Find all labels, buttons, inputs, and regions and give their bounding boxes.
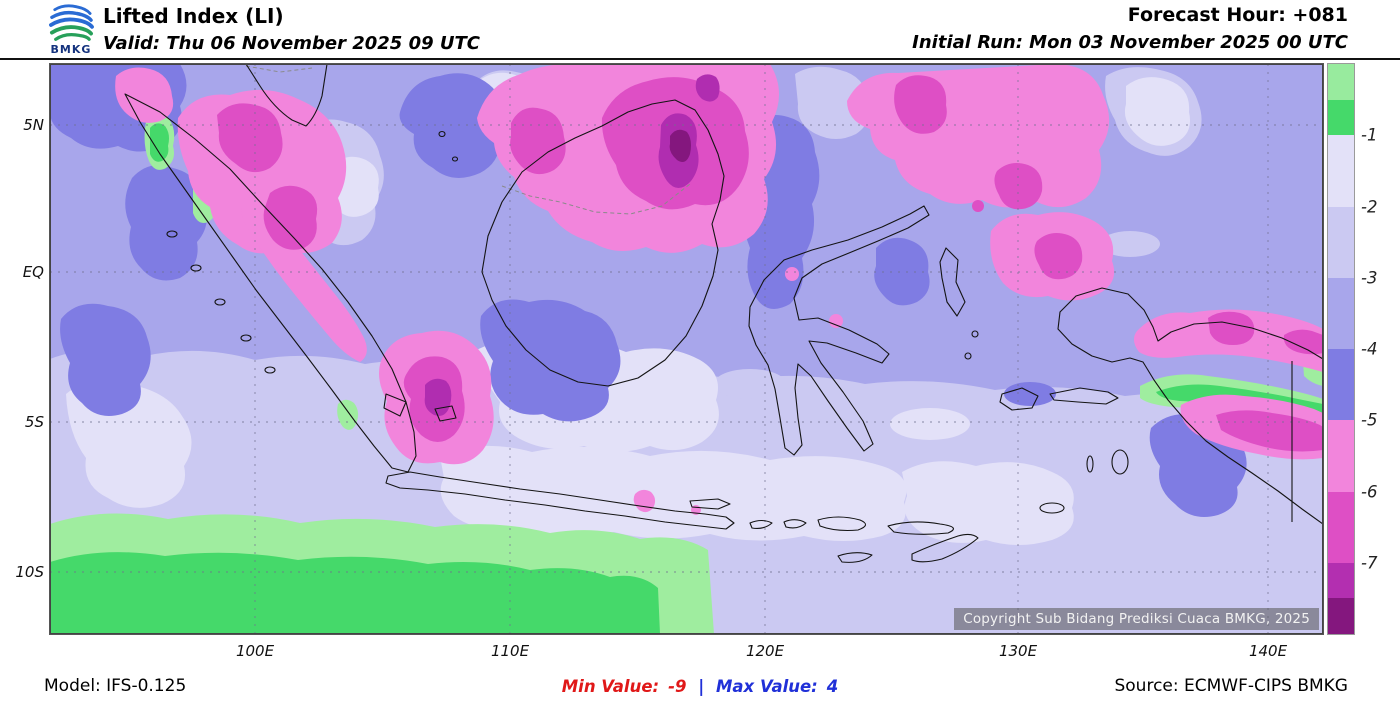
bmkg-logo-icon (49, 4, 94, 41)
li-contour-map (50, 64, 1323, 634)
page-title: Lifted Index (LI) (103, 4, 284, 28)
min-value: Min Value: -9 (562, 677, 692, 696)
map-plot: Copyright Sub Bidang Prediksi Cuaca BMKG… (49, 63, 1324, 635)
bmkg-logo: BMKG (42, 3, 100, 56)
header-left: Lifted Index (LI) Valid: Thu 06 November… (103, 4, 481, 55)
colorbar-segment (1328, 562, 1354, 599)
li-band-deep-purple (669, 129, 691, 162)
minmax-separator: | (698, 677, 705, 696)
colorbar-segment (1328, 491, 1354, 563)
lon-tick-140e: 140E (1248, 642, 1288, 660)
min-value-number: -9 (668, 677, 687, 696)
max-value-label: Max Value: (716, 677, 818, 696)
map-frame (50, 64, 1323, 634)
copyright-overlay: Copyright Sub Bidang Prediksi Cuaca BMKG… (954, 608, 1319, 630)
header-divider (0, 58, 1400, 60)
valid-time: Valid: Thu 06 November 2025 09 UTC (103, 33, 481, 54)
forecast-hour: Forecast Hour: +081 (1127, 4, 1348, 26)
country-borders (245, 65, 691, 215)
colorbar-segment (1328, 349, 1354, 421)
lon-tick-100e: 100E (235, 642, 275, 660)
colorbar-tick-label: -1 (1361, 125, 1378, 145)
colorbar-segments (1327, 63, 1355, 635)
lon-tick-130e: 130E (998, 642, 1038, 660)
colorbar-tick-label: -4 (1361, 339, 1378, 359)
lat-tick-5n: 5N (23, 116, 44, 134)
lat-tick-5s: 5S (24, 413, 44, 431)
colorbar-segment (1328, 206, 1354, 278)
colorbar-tick-label: -5 (1361, 410, 1378, 430)
colorbar-segment (1328, 277, 1354, 349)
lat-tick-eq: EQ (22, 263, 44, 281)
colorbar-segment (1328, 135, 1354, 207)
header-right: Forecast Hour: +081 Initial Run: Mon 03 … (912, 4, 1348, 53)
colorbar-tick-label: -7 (1361, 553, 1378, 573)
model-label: Model: IFS-0.125 (44, 676, 187, 696)
max-value: Max Value: 4 (716, 677, 838, 696)
source-label: Source: ECMWF-CIPS BMKG (1114, 676, 1348, 696)
max-value-number: 4 (826, 677, 839, 696)
lon-tick-110e: 110E (490, 642, 530, 660)
coastlines (124, 64, 1323, 563)
colorbar-segment (1328, 598, 1354, 634)
lon-tick-120e: 120E (745, 642, 785, 660)
initial-run: Initial Run: Mon 03 November 2025 00 UTC (912, 31, 1348, 53)
colorbar-segment (1328, 99, 1354, 136)
minmax-values: Min Value: -9 | Max Value: 4 (562, 677, 839, 696)
colorbar-tick-label: -6 (1361, 482, 1378, 501)
colorbar-tick-label: -3 (1361, 268, 1378, 288)
colorbar-labels: -1 -2 -3 -4 -5 -6 -7 (1361, 64, 1399, 634)
colorbar-segment (1328, 64, 1354, 100)
lat-tick-10s: 10S (15, 563, 44, 581)
colorbar-segment (1328, 420, 1354, 492)
colorbar-tick-label: -2 (1361, 197, 1378, 216)
min-value-label: Min Value: (561, 677, 660, 696)
bmkg-logo-label: BMKG (50, 43, 92, 56)
